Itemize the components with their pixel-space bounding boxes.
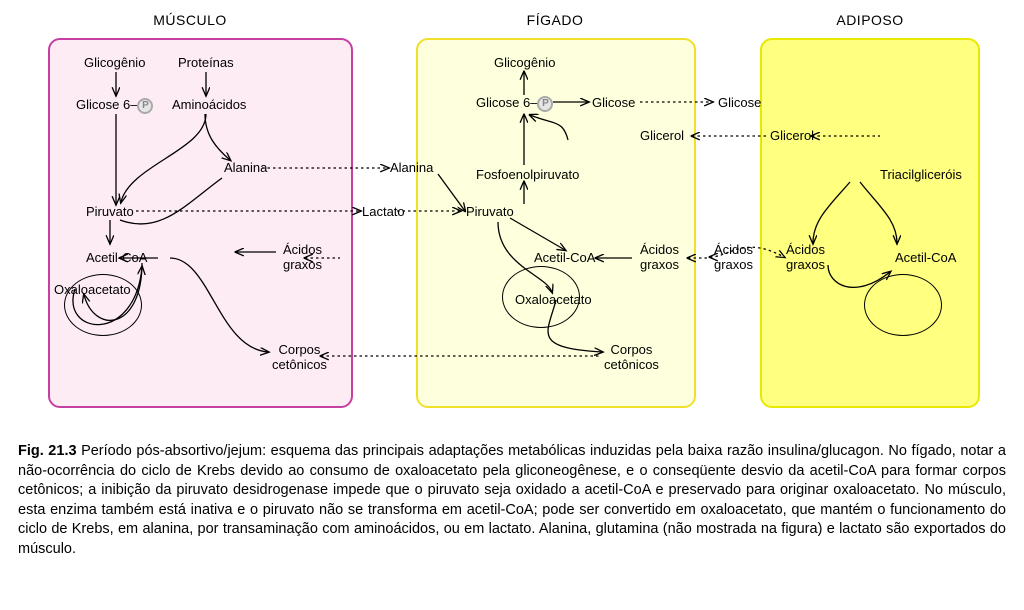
diagram-canvas: MÚSCULO FÍGADO ADIPOSO Glicogênio Proteí… (0, 0, 1024, 430)
arrows-layer (0, 0, 1024, 430)
figure-caption-text: Período pós-absortivo/jejum: esquema das… (18, 443, 1006, 557)
figure-caption: Fig. 21.3 Período pós-absortivo/jejum: e… (18, 442, 1006, 559)
figure-label: Fig. 21.3 (18, 443, 77, 459)
